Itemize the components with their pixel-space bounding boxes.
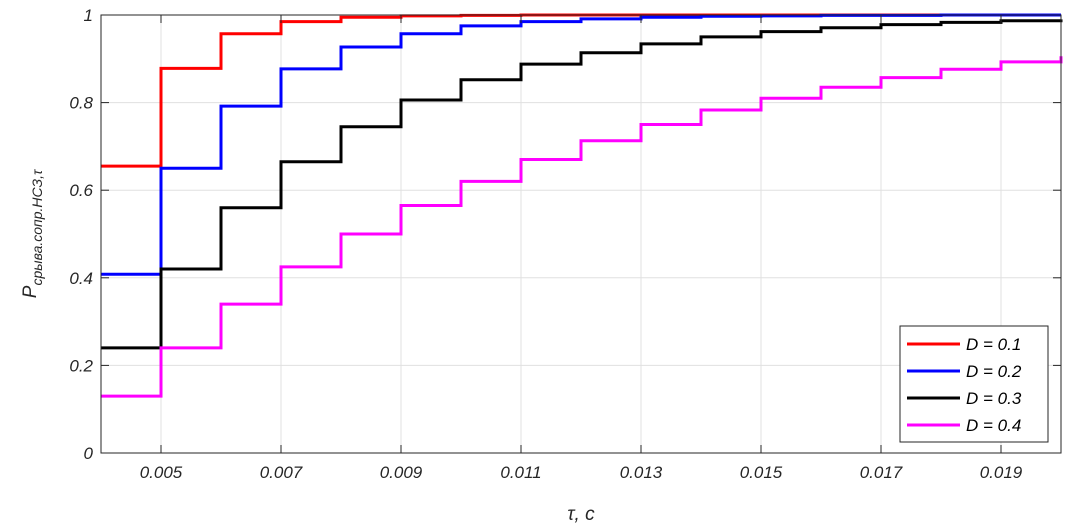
x-tick-labels: 0.005 0.007 0.009 0.011 0.013 0.015 0.017 0.019 [140, 463, 1023, 482]
series-line-4 [101, 56, 1063, 398]
series-line-3 [101, 19, 1063, 350]
y-tick-label: 0.8 [69, 94, 93, 113]
y-tick-label: 0.6 [69, 181, 93, 200]
legend-label: D = 0.2 [966, 362, 1022, 381]
y-tick-label: 0.4 [69, 269, 93, 288]
legend: D = 0.1 D = 0.2 D = 0.3 D = 0.4 [899, 325, 1049, 443]
x-tick-label: 0.007 [260, 463, 303, 482]
legend-label: D = 0.4 [966, 416, 1021, 435]
x-tick-label: 0.011 [500, 463, 541, 482]
x-axis-label: τ, с [567, 504, 595, 525]
x-tick-label: 0.005 [140, 463, 183, 482]
y-axis-label: Pсрыва.сопр.НСЗ,τ [20, 169, 45, 298]
x-tick-label: 0.013 [620, 463, 663, 482]
x-tick-label: 0.019 [980, 463, 1023, 482]
legend-label: D = 0.1 [966, 335, 1021, 354]
x-tick-label: 0.009 [380, 463, 423, 482]
x-tick-label: 0.015 [740, 463, 783, 482]
y-tick-label: 1 [84, 6, 93, 25]
y-tick-labels: 0 0.2 0.4 0.6 0.8 1 [69, 6, 93, 463]
y-tick-label: 0.2 [69, 356, 93, 375]
legend-label: D = 0.3 [966, 389, 1022, 408]
ticks [101, 14, 1061, 454]
y-tick-label: 0 [84, 444, 94, 463]
x-tick-label: 0.017 [860, 463, 903, 482]
axes-box [100, 14, 1062, 454]
